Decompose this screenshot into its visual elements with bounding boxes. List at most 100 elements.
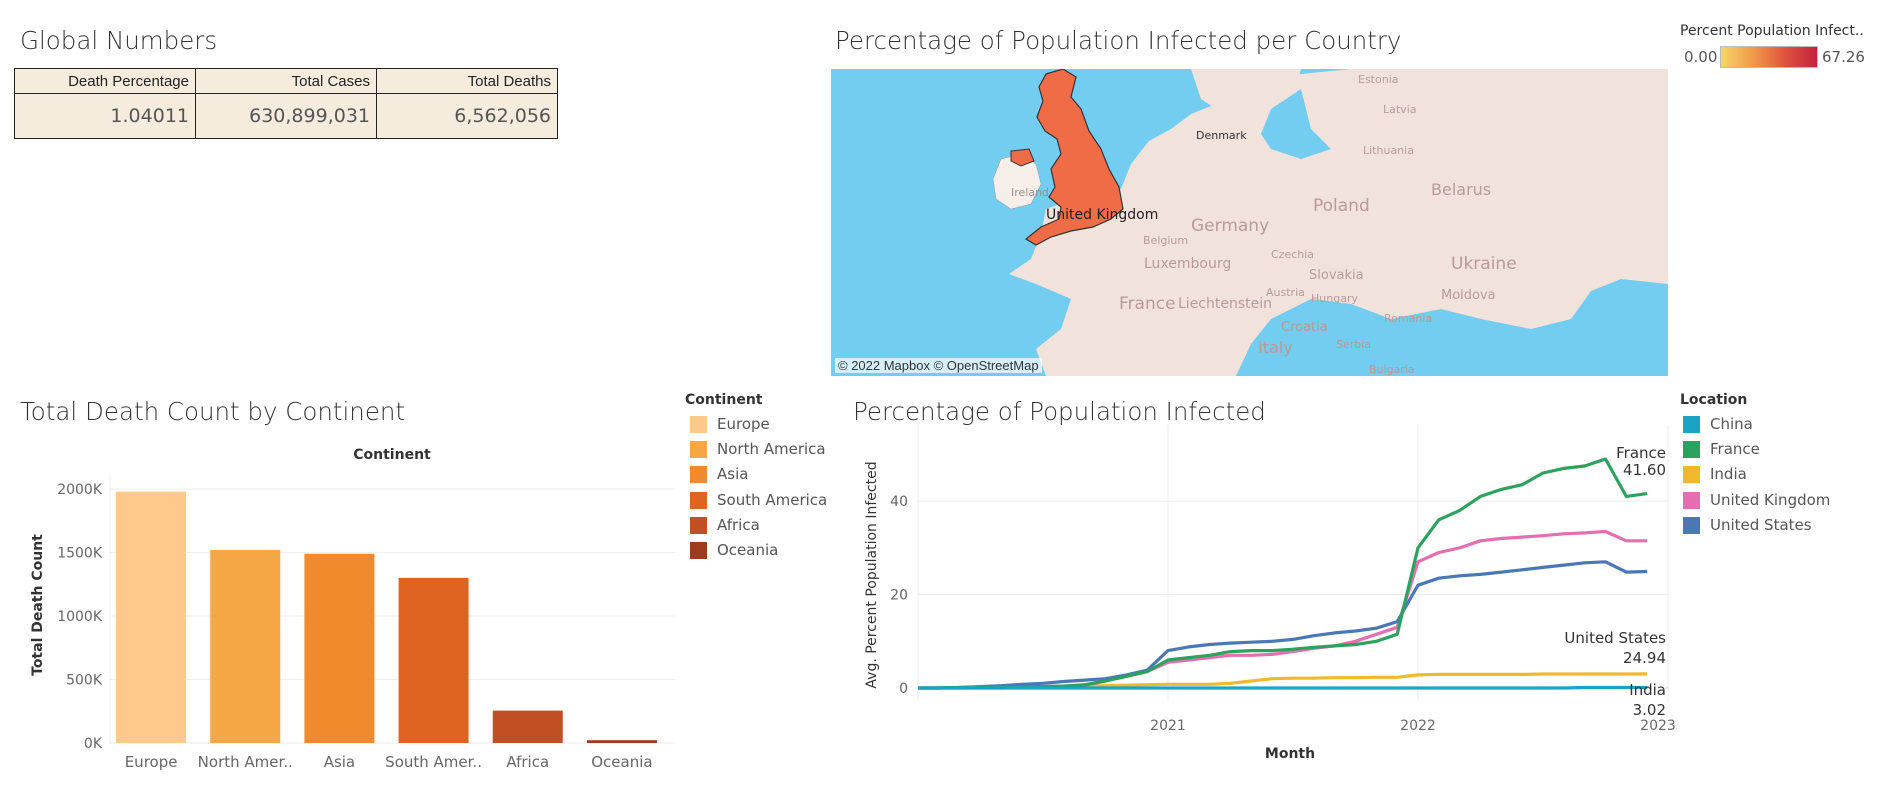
bar-north-amer-[interactable] [210,549,281,743]
legend-swatch [1683,466,1700,484]
bar-y-tick-label: 1000K [57,609,103,625]
line-chart-x-axis-label: Month [1265,746,1315,762]
bar-africa[interactable] [492,710,563,743]
map-canvas[interactable]: Estonia Latvia Lithuania Denmark Belarus… [831,69,1668,376]
map-continent-land [1009,69,1668,376]
line-y-tick-label: 40 [890,494,908,510]
legend-swatch [690,441,707,459]
line-series-united-states[interactable] [918,560,1648,690]
map-label-belgium: Belgium [1143,234,1188,247]
map-title: Percentage of Population Infected per Co… [835,26,1402,55]
map-label-moldova: Moldova [1441,288,1496,303]
map-label-denmark: Denmark [1196,129,1247,142]
map-label-czechia: Czechia [1271,248,1314,261]
map-scandinavia [1191,69,1301,134]
map-black-sea [1551,299,1668,376]
map-label-latvia: Latvia [1383,103,1417,116]
bar-y-tick-label: 0K [84,736,103,752]
death-percentage-value: 1.04011 [14,93,196,139]
line-end-label-value: 3.02 [1633,701,1666,719]
map-attribution[interactable]: © 2022 Mapbox © OpenStreetMap [835,358,1042,373]
legend-label: Africa [717,515,760,534]
map-label-poland: Poland [1313,196,1370,216]
line-x-tick-label: 2022 [1400,718,1436,734]
line-series-china[interactable] [918,685,1648,690]
bar-category-label: Europe [125,753,178,771]
bar-category-label: North Amer.. [198,753,293,771]
bar-europe[interactable] [116,491,187,743]
map-label-united-kingdom: United Kingdom [1046,207,1158,223]
europe-map[interactable]: Estonia Latvia Lithuania Denmark Belarus… [831,69,1668,376]
line-x-tick-label: 2021 [1150,718,1186,734]
legend-swatch [1683,441,1700,459]
legend-swatch [690,466,707,484]
bar-chart[interactable]: Continent Total Death Count 2000K 1500K 10… [0,395,700,785]
map-label-liechtenstein: Liechtenstein [1178,296,1272,312]
legend-swatch [690,542,707,559]
map-label-romania: Romania [1384,312,1432,325]
global-numbers-table: Death Percentage Total Cases Total Death… [14,68,558,139]
table-row: 1.04011 630,899,031 6,562,056 [14,93,558,139]
line-end-label-value: 41.60 [1623,461,1666,479]
map-label-belarus: Belarus [1431,180,1491,199]
legend-label: Asia [717,465,749,484]
map-label-luxembourg: Luxembourg [1144,256,1231,272]
map-label-france: France [1119,294,1176,314]
map-label-estonia: Estonia [1358,73,1399,86]
map-label-austria: Austria [1266,286,1305,299]
map-baltic-sea [1261,89,1331,159]
map-northern-ireland [1010,148,1035,167]
location-legend-title: Location [1680,392,1748,408]
map-label-italy: Italy [1258,338,1293,357]
map-label-germany: Germany [1191,216,1269,236]
table-header-row: Death Percentage Total Cases Total Death… [14,68,558,94]
bar-chart-header: Continent [353,447,431,463]
legend-swatch [690,516,707,534]
bar-category-label: Asia [324,753,355,771]
legend-label: China [1710,415,1753,433]
map-label-serbia: Serbia [1336,338,1371,351]
line-end-label-name: India [1629,681,1666,699]
legend-swatch [690,491,707,509]
line-chart-title: Percentage of Population Infected [853,397,1266,426]
legend-label: India [1710,465,1747,484]
legend-swatch [1683,516,1700,534]
map-label-lithuania: Lithuania [1363,144,1414,157]
line-series-united-kingdom[interactable] [918,529,1648,690]
map-label-croatia: Croatia [1281,320,1328,335]
bar-south-amer-[interactable] [398,577,469,743]
map-label-hungary: Hungary [1311,292,1358,305]
legend-swatch [690,416,707,433]
total-deaths-header: Total Deaths [376,68,558,94]
line-end-label-name: France [1616,444,1666,462]
map-legend-gradient [1720,46,1818,68]
legend-swatch [1683,416,1700,433]
map-adriatic-sea [1271,319,1331,376]
total-cases-header: Total Cases [195,68,377,94]
total-deaths-value: 6,562,056 [376,93,558,139]
map-legend-max: 67.26 [1822,48,1865,66]
death-percentage-header: Death Percentage [14,68,196,94]
line-chart[interactable]: Avg. Percent Population Infected Month 4… [840,395,1675,785]
legend-label: Oceania [717,541,779,559]
map-united-kingdom[interactable] [1024,69,1124,246]
line-y-tick-label: 0 [899,681,908,697]
map-legend-title: Percent Population Infect.. [1680,23,1864,39]
bar-oceania[interactable] [586,740,657,743]
map-legend-min: 0.00 [1684,48,1718,66]
continent-legend-title: Continent [685,392,763,408]
legend-label: Europe [717,415,770,433]
bar-y-tick-label: 500K [66,673,103,689]
bar-category-label: Africa [506,753,549,771]
line-end-label-name: United States [1564,629,1666,647]
legend-label: North America [717,440,826,459]
total-cases-value: 630,899,031 [195,93,377,139]
bar-y-tick-label: 1500K [57,546,103,562]
legend-label: United States [1710,515,1812,534]
map-label-bulgaria: Bulgaria [1369,363,1415,376]
bar-chart-title: Total Death Count by Continent [20,397,406,426]
map-labels: Estonia Latvia Lithuania Denmark Belarus… [1011,73,1517,376]
line-x-tick-label: 2023 [1640,718,1675,734]
bar-asia[interactable] [304,553,375,743]
bar-category-label: South Amer.. [385,753,482,771]
